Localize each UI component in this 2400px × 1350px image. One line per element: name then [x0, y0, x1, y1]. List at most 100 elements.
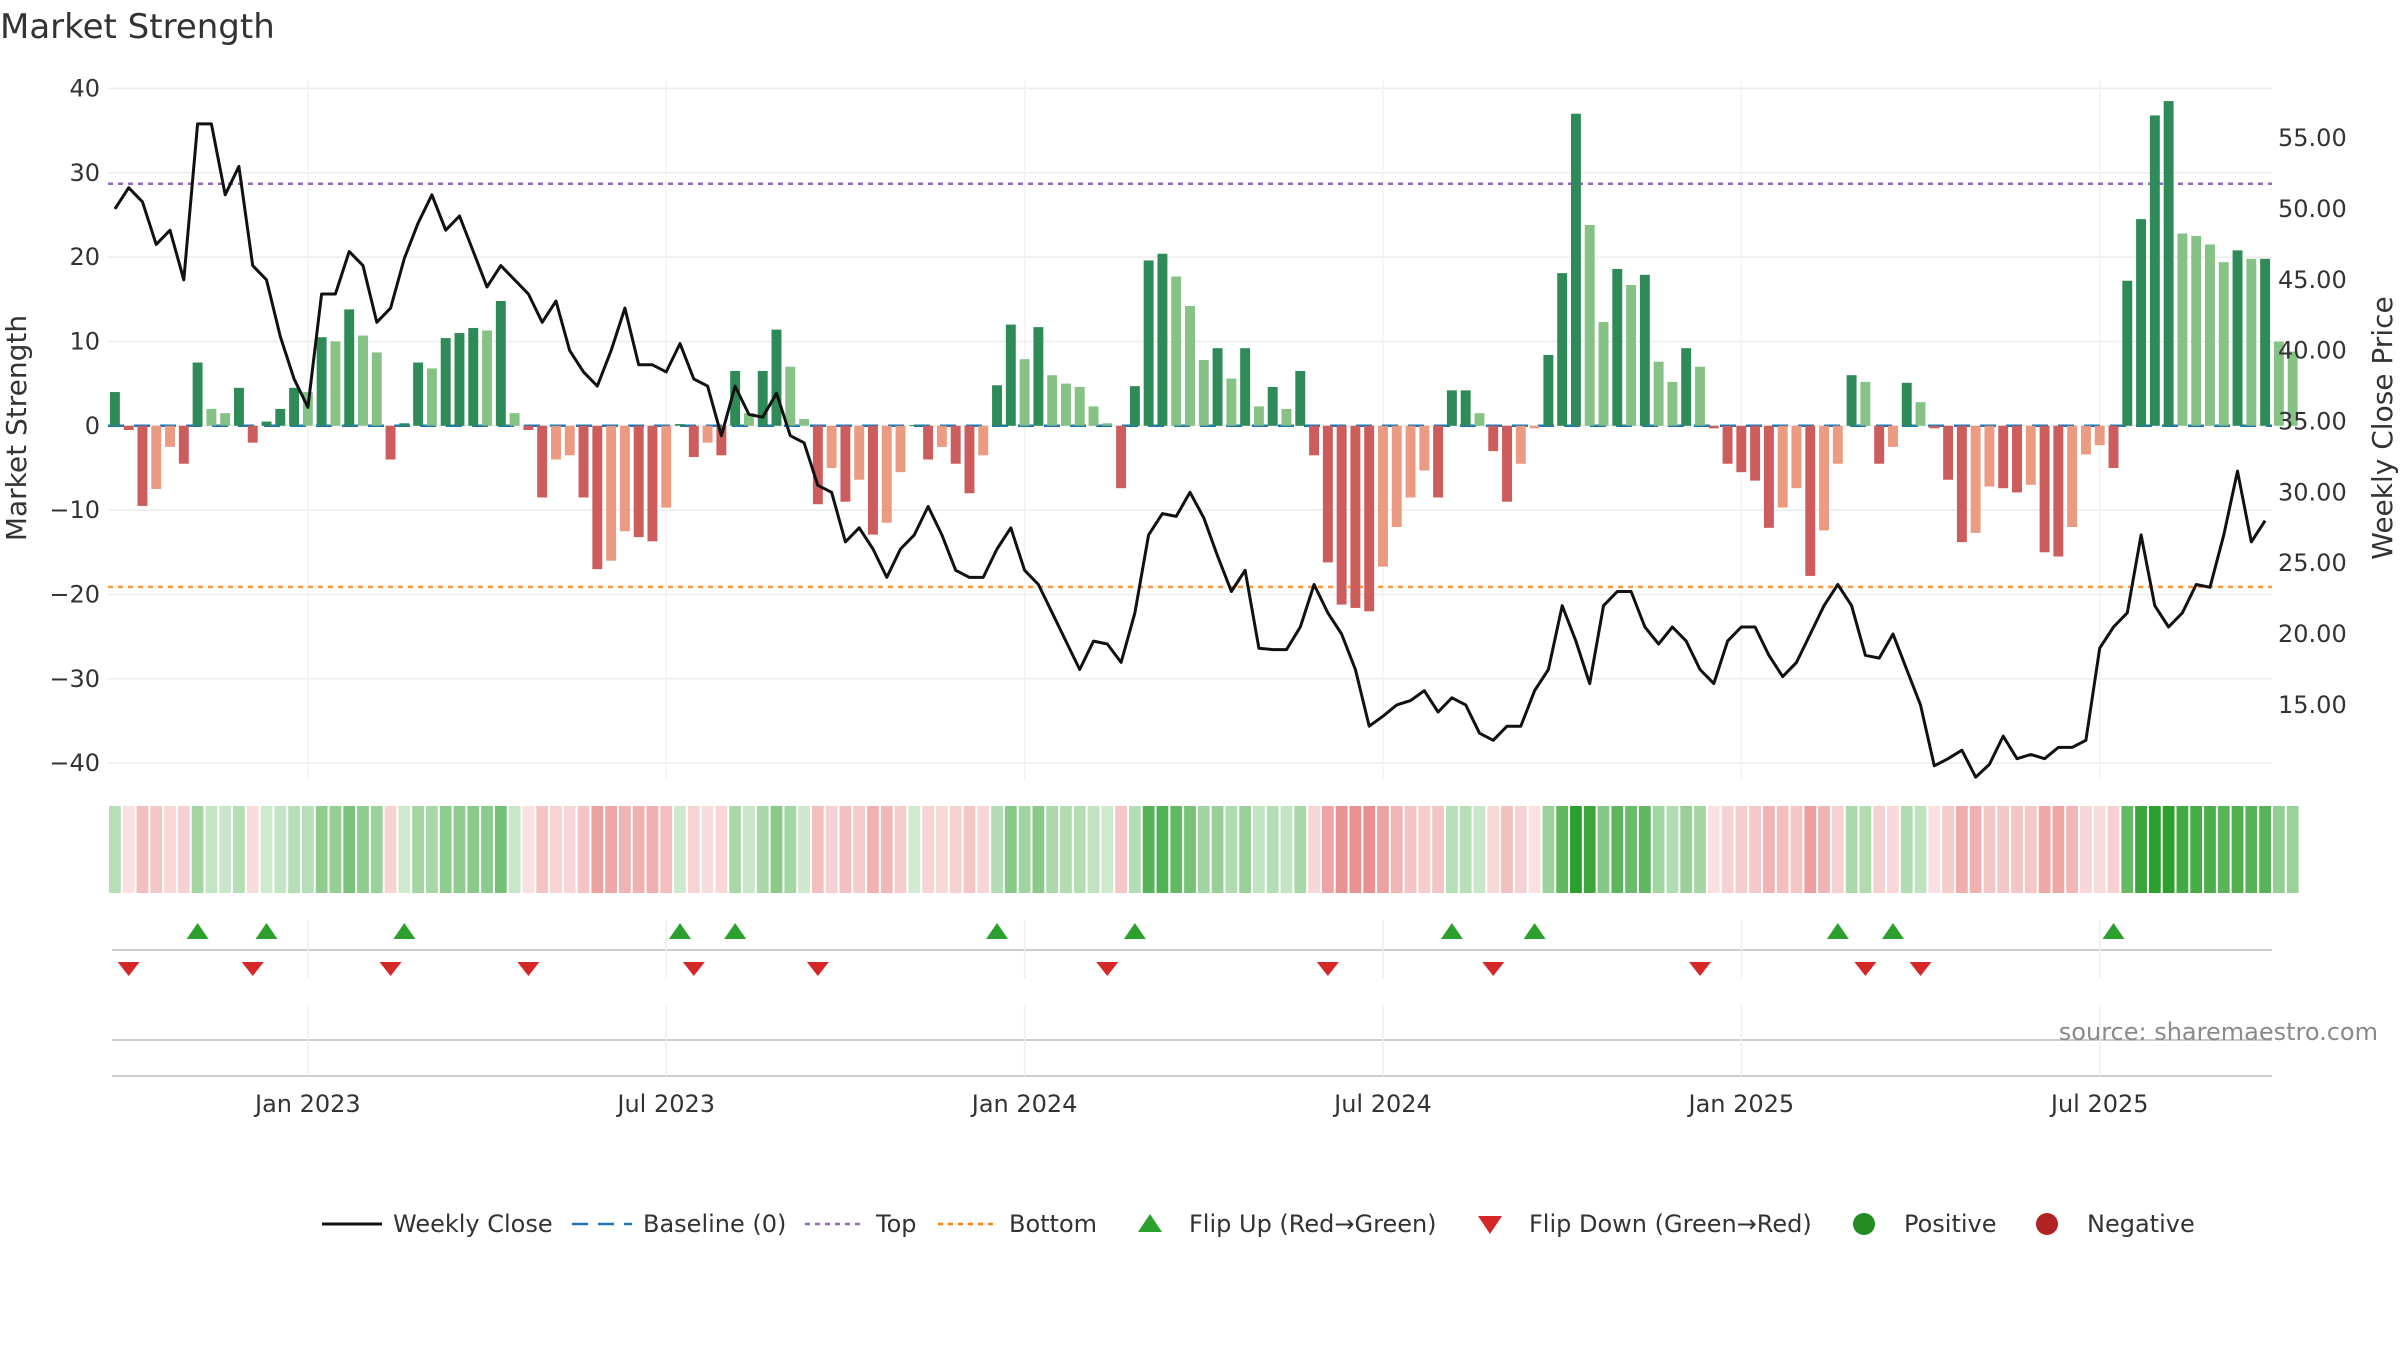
heat-cell [1997, 806, 2010, 893]
weekly-close-series [113, 122, 2267, 779]
strength-bar [619, 425, 630, 532]
strength-bar [1005, 324, 1016, 426]
source-label: source: sharemaestro.com [2059, 1018, 2378, 1046]
strength-bar [1295, 370, 1306, 426]
strength-bar [1281, 408, 1292, 426]
heat-cell [1266, 806, 1279, 893]
strength-bar [523, 425, 534, 430]
heat-cell [908, 806, 921, 893]
strength-bar [592, 425, 603, 570]
heat-cell [329, 806, 342, 893]
strength-bar [1226, 378, 1237, 426]
y2-axis-ticks: 55.00 50.00 45.00 40.00 35.00 30.00 25.00 20.00… [2278, 124, 2347, 719]
heat-cell [1473, 806, 1486, 893]
x-tick-label: Jul 2024 [1332, 1090, 1432, 1118]
strength-bar [1060, 383, 1071, 426]
strength-bar [165, 425, 175, 447]
heat-cell [1790, 806, 1803, 893]
strength-bar [385, 425, 396, 460]
strength-bar [454, 333, 465, 426]
strength-bar [468, 327, 479, 426]
heat-cell [357, 806, 369, 893]
flip-down-marker [1909, 962, 1932, 976]
heat-cell [963, 806, 976, 893]
strength-bar [978, 425, 989, 456]
strength-bar [2053, 425, 2064, 557]
heat-cell [1321, 806, 1334, 893]
heat-cell [936, 806, 948, 893]
strength-bar [950, 425, 961, 464]
heat-cell [632, 806, 645, 893]
legend-label: Negative [2087, 1210, 2195, 1238]
legend-label: Baseline (0) [643, 1210, 786, 1238]
heat-cell [867, 806, 879, 893]
heat-cell [798, 806, 810, 893]
strength-bar [1984, 425, 1995, 487]
strength-bar [137, 425, 148, 506]
strength-bar [1185, 306, 1195, 426]
heat-cell [1253, 806, 1265, 893]
heat-cell [922, 806, 935, 893]
heat-cell [853, 806, 866, 893]
strength-bar [233, 387, 244, 426]
strength-bar [1309, 425, 1320, 456]
heat-cell [1776, 806, 1789, 893]
strength-bar [1777, 425, 1788, 508]
strength-bar [1515, 425, 1526, 464]
strength-bar [1378, 425, 1388, 567]
strength-bar [1805, 425, 1816, 576]
y-tick-label: 0 [85, 412, 100, 440]
strength-heat-strip [109, 806, 2299, 893]
x-tick-label: Jan 2023 [253, 1090, 361, 1118]
strength-bar [1791, 425, 1802, 489]
strength-bar [1502, 425, 1512, 502]
strength-bar [2136, 219, 2147, 426]
strength-bar [1887, 425, 1898, 447]
heat-cell [1528, 806, 1541, 893]
flip-up-marker [669, 923, 692, 939]
strength-bar [123, 425, 134, 430]
strength-bar [1033, 327, 1044, 426]
strength-bar [923, 425, 934, 460]
heat-cell [2024, 806, 2037, 893]
legend-label: Top [875, 1210, 917, 1238]
strength-bar [1212, 348, 1223, 426]
strength-bar [1570, 113, 1581, 426]
strength-bar [192, 362, 203, 426]
legend-swatch-flip-down [1478, 1216, 1502, 1234]
heat-cell [674, 806, 686, 893]
heat-cell [1928, 806, 1941, 893]
heat-cell [1721, 806, 1734, 893]
heat-cell [1707, 806, 1720, 893]
heat-cell [1680, 806, 1693, 893]
strength-bar [1750, 425, 1761, 481]
strength-bar [578, 425, 589, 498]
strength-bar [1557, 273, 1568, 426]
strength-bar [330, 341, 341, 426]
strength-bar [316, 337, 327, 426]
strength-bar [1433, 425, 1444, 498]
heat-cell [1032, 806, 1045, 893]
strength-bar [109, 392, 120, 426]
strength-bar [247, 425, 258, 443]
flip-down-marker [1688, 962, 1711, 976]
y-axis-title: Market Strength [0, 315, 33, 541]
flip-up-marker [1881, 923, 1904, 939]
heat-cell [1831, 806, 1844, 893]
heat-cell [1763, 806, 1775, 893]
heat-cell [1556, 806, 1569, 893]
strength-bar [743, 413, 754, 426]
heat-cell [1087, 806, 1100, 893]
heat-cell [2093, 806, 2106, 893]
heat-cell [1694, 806, 1706, 893]
strength-bar [1391, 425, 1402, 527]
strength-bar [1915, 402, 1926, 426]
strength-bar [2218, 262, 2229, 426]
heat-cell [1128, 806, 1141, 893]
strength-bar [2260, 258, 2271, 426]
x-tick-label: Jan 2024 [970, 1090, 1078, 1118]
y2-axis-title: Weekly Close Price [2366, 296, 2399, 559]
flip-up-marker [724, 923, 747, 939]
y2-tick-label: 30.00 [2278, 478, 2347, 506]
strength-bar [2273, 341, 2284, 426]
